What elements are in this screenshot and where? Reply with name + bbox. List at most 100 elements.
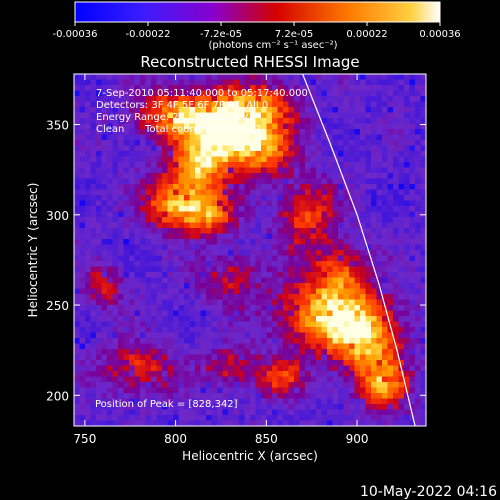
heatmap-cell — [321, 294, 328, 300]
heatmap-cell — [327, 404, 333, 410]
heatmap-cell — [272, 101, 278, 108]
heatmap-cell — [233, 310, 240, 317]
heatmap-cell — [118, 305, 124, 311]
heatmap-cell — [222, 156, 229, 163]
heatmap-cell — [222, 79, 229, 86]
heatmap-cell — [316, 261, 322, 267]
heatmap-cell — [272, 354, 278, 361]
heatmap-cell — [79, 211, 86, 218]
heatmap-cell — [409, 206, 416, 212]
heatmap-cell — [200, 129, 207, 135]
heatmap-cell — [294, 349, 300, 355]
heatmap-cell — [266, 167, 273, 174]
heatmap-cell — [222, 123, 229, 130]
heatmap-cell — [349, 321, 355, 328]
heatmap-cell — [376, 266, 383, 273]
heatmap-cell — [415, 327, 421, 333]
heatmap-cell — [277, 239, 284, 245]
heatmap-cell — [420, 415, 426, 421]
heatmap-cell — [371, 134, 377, 141]
heatmap-cell — [96, 294, 102, 300]
heatmap-cell — [404, 343, 410, 350]
heatmap-cell — [167, 272, 174, 278]
heatmap-cell — [74, 338, 80, 344]
heatmap-cell — [217, 156, 223, 163]
heatmap-cell — [283, 299, 289, 306]
heatmap-cell — [107, 74, 113, 80]
annotations: 7-Sep-2010 05:11:40.000 to 05:17:40.000 … — [95, 88, 308, 410]
heatmap-cell — [393, 167, 399, 174]
heatmap-cell — [321, 129, 328, 135]
heatmap-cell — [255, 305, 262, 311]
heatmap-cell — [299, 332, 306, 339]
heatmap-cell — [107, 360, 113, 366]
heatmap-cell — [156, 393, 163, 399]
heatmap-cell — [195, 365, 201, 372]
heatmap-cell — [101, 217, 108, 223]
heatmap-cell — [415, 354, 421, 361]
heatmap-cell — [327, 310, 333, 317]
heatmap-cell — [321, 101, 328, 108]
heatmap-cell — [255, 233, 262, 240]
heatmap-cell — [189, 85, 196, 91]
heatmap-cell — [101, 211, 108, 218]
heatmap-cell — [310, 415, 317, 421]
heatmap-cell — [222, 327, 229, 333]
heatmap-cell — [299, 129, 306, 135]
heatmap-cell — [266, 85, 273, 91]
heatmap-cell — [195, 255, 201, 262]
heatmap-cell — [101, 90, 108, 97]
heatmap-cell — [90, 184, 97, 190]
heatmap-cell — [387, 211, 394, 218]
heatmap-cell — [189, 233, 196, 240]
heatmap-cell — [162, 178, 168, 185]
heatmap-cell — [409, 283, 416, 289]
heatmap-cell — [140, 118, 146, 124]
heatmap-cell — [409, 382, 416, 388]
heatmap-cell — [101, 294, 108, 300]
heatmap-cell — [79, 409, 86, 416]
heatmap-cell — [354, 398, 361, 405]
heatmap-cell — [288, 250, 295, 256]
heatmap-cell — [272, 123, 278, 130]
heatmap-cell — [189, 79, 196, 86]
heatmap-cell — [288, 283, 295, 289]
heatmap-cell — [222, 189, 229, 196]
heatmap-cell — [74, 195, 80, 201]
heatmap-cell — [129, 118, 135, 124]
heatmap-cell — [184, 107, 190, 113]
heatmap-cell — [200, 305, 207, 311]
heatmap-cell — [371, 200, 377, 207]
heatmap-cell — [365, 354, 372, 361]
heatmap-cell — [321, 239, 328, 245]
heatmap-cell — [365, 294, 372, 300]
heatmap-cell — [123, 404, 130, 410]
heatmap-cell — [90, 310, 97, 317]
heatmap-cell — [409, 151, 416, 157]
heatmap-cell — [140, 200, 146, 207]
heatmap-cell — [393, 415, 399, 421]
heatmap-cell — [299, 162, 306, 168]
heatmap-cell — [195, 162, 201, 168]
heatmap-cell — [294, 79, 300, 86]
heatmap-cell — [178, 382, 185, 388]
heatmap-cell — [409, 393, 416, 399]
heatmap-cell — [371, 184, 377, 190]
heatmap-cell — [283, 360, 289, 366]
heatmap-cell — [90, 79, 97, 86]
heatmap-cell — [376, 211, 383, 218]
heatmap-cell — [112, 321, 119, 328]
heatmap-cell — [338, 316, 344, 322]
heatmap-cell — [134, 354, 141, 361]
heatmap-cell — [134, 123, 141, 130]
heatmap-cell — [123, 321, 130, 328]
heatmap-cell — [123, 387, 130, 394]
heatmap-cell — [371, 354, 377, 361]
heatmap-cell — [244, 310, 251, 317]
heatmap-cell — [85, 200, 91, 207]
heatmap-cell — [189, 195, 196, 201]
heatmap-cell — [365, 288, 372, 295]
heatmap-cell — [123, 189, 130, 196]
heatmap-cell — [74, 354, 80, 361]
heatmap-cell — [228, 107, 234, 113]
